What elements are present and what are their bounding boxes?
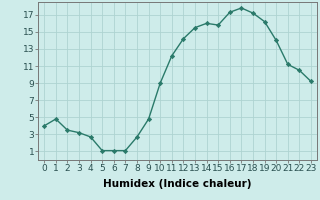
X-axis label: Humidex (Indice chaleur): Humidex (Indice chaleur): [103, 179, 252, 189]
